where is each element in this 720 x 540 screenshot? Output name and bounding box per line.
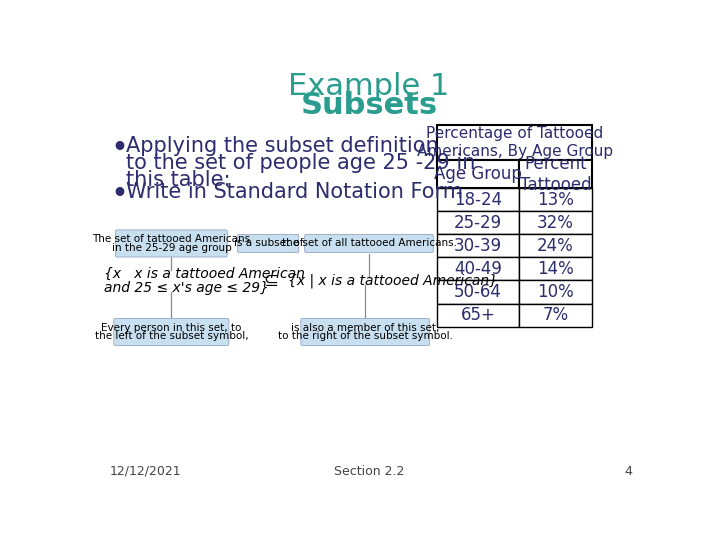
- Text: Every person in this set, to: Every person in this set, to: [102, 322, 242, 333]
- Text: Percentage of Tattooed
Americans, By Age Group: Percentage of Tattooed Americans, By Age…: [417, 126, 613, 159]
- Text: in the 25-29 age group: in the 25-29 age group: [112, 243, 231, 253]
- FancyBboxPatch shape: [518, 160, 593, 188]
- Text: 25-29: 25-29: [454, 214, 502, 232]
- Text: The set of tattooed Americans: The set of tattooed Americans: [92, 234, 251, 244]
- FancyBboxPatch shape: [437, 280, 518, 303]
- Text: 7%: 7%: [542, 306, 569, 324]
- Text: 32%: 32%: [537, 214, 574, 232]
- Text: 50-64: 50-64: [454, 283, 502, 301]
- FancyBboxPatch shape: [305, 234, 433, 253]
- Text: Percent
Tattooed: Percent Tattooed: [520, 155, 591, 193]
- Text: •: •: [112, 182, 127, 206]
- Text: Section 2.2: Section 2.2: [334, 465, 404, 478]
- FancyBboxPatch shape: [518, 257, 593, 280]
- FancyBboxPatch shape: [437, 125, 593, 160]
- Text: Age Group: Age Group: [434, 165, 522, 183]
- Text: 30-39: 30-39: [454, 237, 502, 255]
- FancyBboxPatch shape: [437, 257, 518, 280]
- Text: Subsets: Subsets: [300, 91, 438, 120]
- Text: Example 1: Example 1: [288, 72, 450, 101]
- FancyBboxPatch shape: [518, 303, 593, 327]
- Text: 65+: 65+: [461, 306, 495, 324]
- Text: is a subset of: is a subset of: [233, 239, 303, 248]
- FancyBboxPatch shape: [437, 234, 518, 257]
- Text: 4: 4: [625, 465, 632, 478]
- Text: and 25 ≤ x's age ≤ 29}: and 25 ≤ x's age ≤ 29}: [104, 281, 269, 295]
- Text: 12/12/2021: 12/12/2021: [109, 465, 181, 478]
- Text: 24%: 24%: [537, 237, 574, 255]
- Text: is also a member of this set,: is also a member of this set,: [291, 322, 439, 333]
- Text: {x | x is a tattooed American}: {x | x is a tattooed American}: [287, 274, 498, 288]
- Text: this table:: this table:: [126, 170, 230, 190]
- Text: 40-49: 40-49: [454, 260, 502, 278]
- Text: to the set of people age 25 -29 in: to the set of people age 25 -29 in: [126, 153, 475, 173]
- FancyBboxPatch shape: [437, 160, 518, 188]
- FancyBboxPatch shape: [518, 280, 593, 303]
- Text: 18-24: 18-24: [454, 191, 502, 208]
- FancyBboxPatch shape: [518, 234, 593, 257]
- Text: the set of all tattooed Americans.: the set of all tattooed Americans.: [282, 239, 456, 248]
- FancyBboxPatch shape: [238, 234, 299, 253]
- Text: 14%: 14%: [537, 260, 574, 278]
- Text: 10%: 10%: [537, 283, 574, 301]
- Text: Applying the subset definition: Applying the subset definition: [126, 136, 438, 156]
- Text: 13%: 13%: [537, 191, 574, 208]
- FancyBboxPatch shape: [437, 303, 518, 327]
- FancyBboxPatch shape: [115, 230, 228, 257]
- Text: •: •: [112, 136, 127, 160]
- Text: to the right of the subset symbol.: to the right of the subset symbol.: [278, 332, 453, 341]
- Text: ⊆: ⊆: [263, 272, 278, 290]
- FancyBboxPatch shape: [518, 211, 593, 234]
- Text: Write in Standard Notation Form: Write in Standard Notation Form: [126, 182, 463, 202]
- FancyBboxPatch shape: [437, 188, 518, 211]
- FancyBboxPatch shape: [114, 319, 229, 346]
- Text: {x   x is a tattooed American: {x x is a tattooed American: [104, 267, 305, 281]
- FancyBboxPatch shape: [437, 211, 518, 234]
- FancyBboxPatch shape: [301, 319, 429, 346]
- FancyBboxPatch shape: [518, 188, 593, 211]
- Text: the left of the subset symbol,: the left of the subset symbol,: [94, 332, 248, 341]
